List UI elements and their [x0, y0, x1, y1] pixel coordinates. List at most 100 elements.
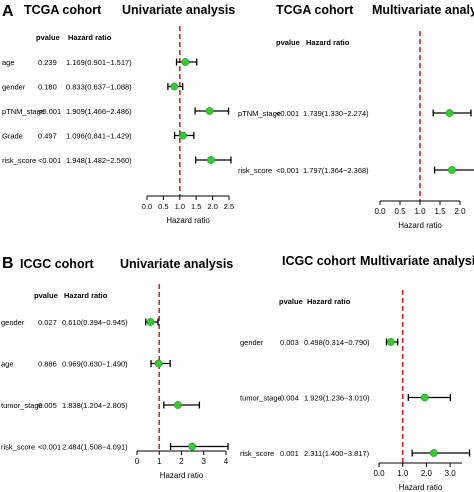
- tcga-uni-row-gender-label: gender: [2, 83, 26, 92]
- tcga-multi-row-risk-score-point: [447, 166, 456, 174]
- tcga-uni-row-gender-pvalue: 0.180: [38, 83, 57, 92]
- hazard-ratio-header: Hazard ratio: [306, 38, 350, 47]
- icgc-uni-row-risk-score-point: [188, 442, 197, 451]
- icgc-uni-row-age-hr-text: 0.969(0.630−1.490): [62, 360, 128, 369]
- pvalue-header: pvalue: [279, 297, 303, 306]
- icgc-uni-row-tumor-stage-hr-text: 1.838(1.204−2.805): [62, 401, 128, 410]
- cohort-heading-tcga-uni: TCGA cohort: [24, 3, 102, 17]
- pvalue-header: pvalue: [34, 291, 58, 300]
- icgc-uni-row-age-label: age: [1, 360, 14, 369]
- tcga-multi-row-ptnm-stage-hr-text: 1.739(1.330−2.274): [303, 109, 369, 118]
- icgc-uni-row-risk-score-pvalue: <0.001: [38, 443, 61, 452]
- x-tick-label: 1.0: [175, 202, 185, 211]
- title-tcga-univariate: Univariate analysis: [122, 3, 235, 17]
- cohort-heading-icgc-multi: ICGC cohort: [282, 254, 356, 268]
- icgc-multi-row-risk-score-pvalue: 0.001: [280, 449, 299, 458]
- x-tick-label: 0.0: [374, 207, 386, 216]
- icgc-multi-row-gender-point: [386, 338, 395, 346]
- icgc-uni-row-gender-pvalue: 0.027: [38, 318, 57, 327]
- icgc-uni-row-risk-score-label: risk_score: [1, 443, 35, 452]
- hazard-ratio-header: Hazard ratio: [307, 297, 351, 306]
- icgc-uni-row-age-point: [154, 359, 163, 368]
- tcga-multi-row-risk-score-hr-text: 1.797(1.364−2.368): [303, 166, 369, 175]
- tcga-uni-row-ptnm-stage-point: [205, 107, 214, 115]
- pvalue-header: pvalue: [36, 33, 60, 42]
- x-tick-label: 0.5: [158, 202, 168, 211]
- x-tick-label: 1.0: [414, 207, 426, 216]
- x-tick-label: 1.0: [397, 469, 409, 478]
- x-tick-label: 4: [224, 457, 229, 466]
- forest-icgc-univariate: pvalue Hazard ratio gender 0.027 0.610(0.394…: [1, 284, 229, 480]
- x-tick-label: 2.5: [224, 202, 234, 211]
- tcga-uni-row-grade-point: [179, 131, 187, 140]
- tcga-uni-row-grade-hr-text: 1.096(0.841−1.429): [66, 132, 132, 141]
- x-tick-label: 0.0: [373, 469, 385, 478]
- icgc-multi-row-tumor-stage-pvalue: 0.004: [280, 394, 299, 403]
- tcga-uni-row-risk-score-point: [206, 156, 215, 164]
- x-tick-label: 0: [135, 457, 140, 466]
- x-tick-label: 1.5: [434, 207, 446, 216]
- x-tick-label: 3.0: [445, 469, 457, 478]
- x-axis-label: Hazard ratio: [398, 221, 442, 230]
- x-tick-label: 1: [157, 457, 162, 466]
- cohort-heading-icgc-uni: ICGC cohort: [20, 257, 94, 271]
- icgc-multi-row-risk-score-hr-text: 2.311(1.400−3.817): [304, 449, 370, 458]
- tcga-multi-row-ptnm-stage-label: pTNM_stage: [238, 109, 281, 118]
- tcga-uni-row-age-label: age: [2, 58, 15, 67]
- x-tick-label: 3: [202, 457, 207, 466]
- title-icgc-univariate: Univariate analysis: [120, 257, 233, 271]
- icgc-uni-row-gender-hr-text: 0.610(0.394−0.945): [62, 318, 128, 327]
- x-tick-label: 1.5: [191, 202, 201, 211]
- x-tick-label: 0.5: [394, 207, 406, 216]
- x-tick-label: 2: [179, 457, 184, 466]
- x-axis-label: Hazard ratio: [160, 471, 204, 480]
- icgc-multi-row-gender-hr-text: 0.498(0.314−0.790): [304, 338, 370, 347]
- x-tick-label: 2.0: [454, 207, 466, 216]
- tcga-uni-row-gender-point: [170, 82, 179, 91]
- panel-letter-b: B: [2, 255, 14, 272]
- icgc-uni-row-tumor-stage-point: [173, 401, 182, 409]
- icgc-multi-row-gender-pvalue: 0.003: [280, 338, 299, 347]
- tcga-uni-row-gender-hr-text: 0.833(0.637−1.088): [66, 83, 132, 92]
- hazard-ratio-header: Hazard ratio: [64, 291, 108, 300]
- icgc-multi-row-gender-label: gender: [240, 338, 264, 347]
- tcga-multi-row-ptnm-stage-point: [445, 109, 454, 117]
- tcga-multi-row-risk-score-label: risk_score: [238, 166, 272, 175]
- tcga-uni-row-ptnm-stage-hr-text: 1.909(1.466−2.486): [66, 107, 132, 116]
- x-axis-label: Hazard ratio: [399, 483, 443, 492]
- icgc-multi-row-tumor-stage-hr-text: 1.929(1.236−3.010): [304, 394, 370, 403]
- hazard-ratio-header: Hazard ratio: [68, 33, 112, 42]
- icgc-uni-row-gender-label: gender: [1, 318, 25, 327]
- forest-tcga-univariate: pvalue Hazard ratio age 0.239 1.169(0.901−1.…: [2, 26, 234, 225]
- tcga-uni-row-age-hr-text: 1.169(0.901−1.517): [66, 58, 132, 67]
- tcga-uni-row-grade-pvalue: 0.497: [38, 132, 57, 141]
- tcga-uni-row-age-pvalue: 0.239: [38, 58, 57, 67]
- cohort-heading-tcga-multi: TCGA cohort: [276, 3, 354, 17]
- icgc-uni-row-risk-score-hr-text: 2.484(1.508−4.091): [62, 443, 128, 452]
- x-axis-label: Hazard ratio: [166, 216, 210, 225]
- icgc-multi-row-risk-score-label: risk_score: [240, 449, 274, 458]
- icgc-multi-row-tumor-stage-label: tumor_stage: [240, 394, 282, 403]
- icgc-uni-row-age-pvalue: 0.886: [38, 360, 57, 369]
- x-tick-label: 2.0: [207, 202, 217, 211]
- icgc-uni-row-gender-point: [146, 318, 155, 326]
- tcga-uni-row-ptnm-stage-pvalue: <0.001: [38, 107, 61, 116]
- icgc-multi-row-tumor-stage-point: [420, 393, 429, 402]
- tcga-multi-row-risk-score-pvalue: <0.001: [276, 166, 299, 175]
- tcga-uni-row-ptnm-stage-label: pTNM_stage: [2, 107, 45, 116]
- icgc-uni-row-tumor-stage-label: tumor_stage: [1, 401, 43, 410]
- forest-icgc-multivariate: pvalue Hazard ratio gender 0.003 0.498(0.314…: [240, 290, 471, 492]
- tcga-multi-row-ptnm-stage-pvalue: <0.001: [276, 109, 299, 118]
- tcga-uni-row-age-point: [181, 58, 190, 66]
- tcga-uni-row-risk-score-label: risk_score: [2, 156, 36, 165]
- title-tcga-multivariate: Multivariate analysis: [372, 3, 474, 17]
- tcga-uni-row-risk-score-pvalue: <0.001: [38, 156, 61, 165]
- tcga-uni-row-risk-score-hr-text: 1.948(1.482−2.560): [66, 156, 132, 165]
- pvalue-header: pvalue: [276, 38, 300, 47]
- icgc-multi-row-risk-score-point: [429, 449, 438, 457]
- title-icgc-multivariate: Multivariate analysis: [360, 254, 474, 268]
- tcga-uni-row-grade-label: Grade: [2, 132, 23, 141]
- icgc-uni-row-tumor-stage-pvalue: 0.005: [38, 401, 57, 410]
